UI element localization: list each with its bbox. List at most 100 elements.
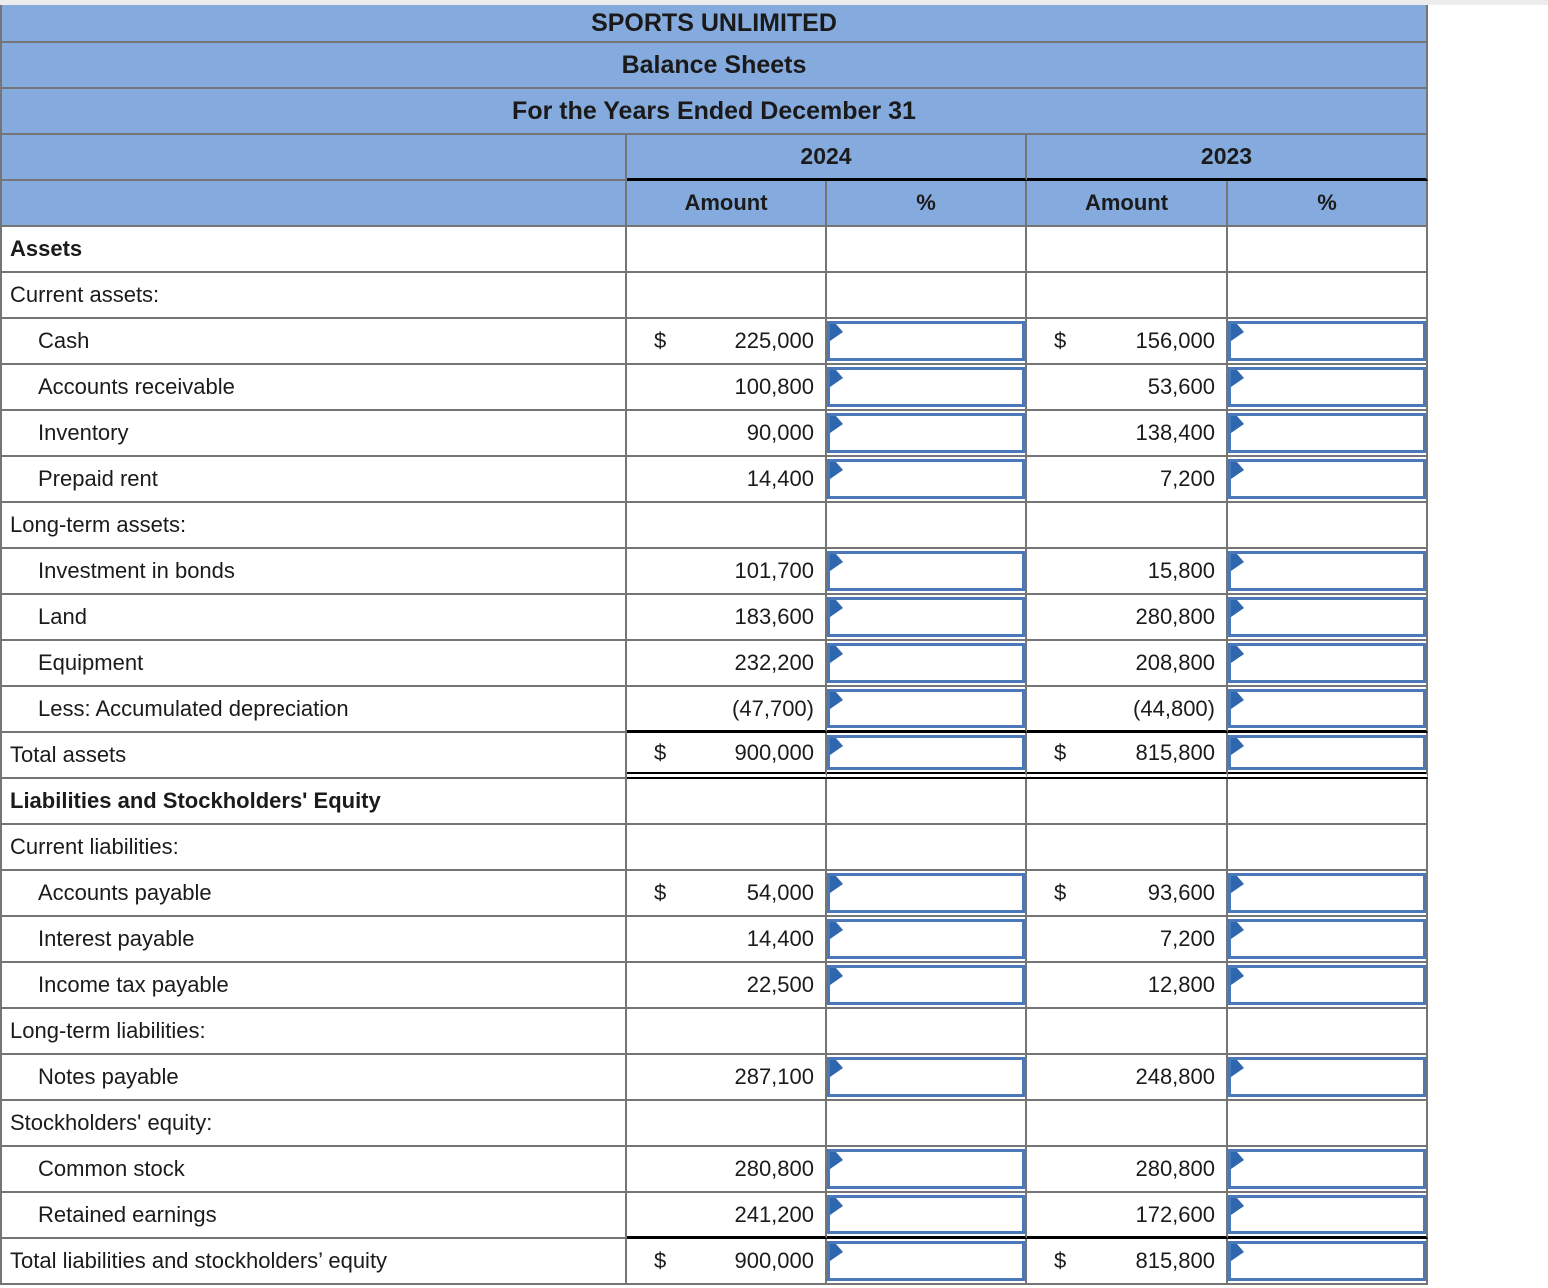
row-interest-payable: Interest payable 14,400 7,200 bbox=[0, 917, 1428, 963]
amount-cell-2024: 100,800 bbox=[627, 365, 827, 411]
percent-input-2023[interactable] bbox=[1228, 735, 1426, 770]
amount-value-2024: 22,500 bbox=[746, 972, 814, 997]
answer-flag-icon bbox=[830, 692, 843, 709]
percent-input-2024[interactable] bbox=[827, 551, 1025, 591]
percent-input-2023[interactable] bbox=[1228, 965, 1426, 1005]
percent-input-2023[interactable] bbox=[1228, 873, 1426, 913]
percent-cell-2024 bbox=[827, 687, 1027, 733]
table-body: Assets Current assets: Cash $225,000 $15… bbox=[0, 227, 1428, 1285]
row-label: Income tax payable bbox=[38, 972, 229, 997]
percent-input-2023[interactable] bbox=[1228, 919, 1426, 959]
amount-value-2024: 14,400 bbox=[746, 926, 814, 951]
percent-input-2024[interactable] bbox=[827, 1241, 1025, 1281]
percent-input-2023[interactable] bbox=[1228, 367, 1426, 407]
percent-cell-2024 bbox=[827, 273, 1027, 319]
row-label: Retained earnings bbox=[38, 1202, 217, 1227]
answer-flag-icon bbox=[830, 1198, 843, 1215]
amount-cell-2024: 232,200 bbox=[627, 641, 827, 687]
percent-cell-2024 bbox=[827, 963, 1027, 1009]
percent-input-2024[interactable] bbox=[827, 1195, 1025, 1234]
percent-cell-2023 bbox=[1228, 641, 1428, 687]
dollar-sign-2024: $ bbox=[654, 328, 667, 353]
amount-value-2023: 280,800 bbox=[1135, 1156, 1215, 1181]
percent-input-2024[interactable] bbox=[827, 643, 1025, 683]
percent-input-2024[interactable] bbox=[827, 919, 1025, 959]
answer-flag-icon bbox=[1231, 324, 1244, 341]
amount-cell-2024 bbox=[627, 779, 827, 825]
percent-cell-2024 bbox=[827, 733, 1027, 779]
percent-input-2023[interactable] bbox=[1228, 321, 1426, 361]
amount-cell-2024 bbox=[627, 273, 827, 319]
amount-cell-2023 bbox=[1027, 1101, 1228, 1147]
amount-cell-2023: 280,800 bbox=[1027, 595, 1228, 641]
column-header-percent-2023: % bbox=[1228, 181, 1428, 227]
amount-cell-2023: 12,800 bbox=[1027, 963, 1228, 1009]
amount-cell-2024: 90,000 bbox=[627, 411, 827, 457]
amount-cell-2023: 15,800 bbox=[1027, 549, 1228, 595]
percent-input-2024[interactable] bbox=[827, 597, 1025, 637]
row-less-accumulated-depreciation: Less: Accumulated depreciation (47,700) … bbox=[0, 687, 1428, 733]
percent-input-2023[interactable] bbox=[1228, 597, 1426, 637]
percent-input-2023[interactable] bbox=[1228, 689, 1426, 728]
row-land: Land 183,600 280,800 bbox=[0, 595, 1428, 641]
percent-input-2023[interactable] bbox=[1228, 1195, 1426, 1234]
row-label: Interest payable bbox=[38, 926, 195, 951]
answer-flag-icon bbox=[830, 1152, 843, 1169]
row-common-stock: Common stock 280,800 280,800 bbox=[0, 1147, 1428, 1193]
row-label: Land bbox=[38, 604, 87, 629]
amount-value-2023: 53,600 bbox=[1147, 374, 1215, 399]
percent-cell-2023 bbox=[1228, 733, 1428, 779]
percent-cell-2024 bbox=[827, 871, 1027, 917]
row-label: Total liabilities and stockholders’ equi… bbox=[10, 1248, 388, 1273]
percent-input-2023[interactable] bbox=[1228, 459, 1426, 499]
percent-input-2023[interactable] bbox=[1228, 413, 1426, 453]
answer-flag-icon bbox=[830, 876, 843, 893]
amount-value-2023: 248,800 bbox=[1135, 1064, 1215, 1089]
row-long-term-liabilities: Long-term liabilities: bbox=[0, 1009, 1428, 1055]
row-label: Liabilities and Stockholders' Equity bbox=[10, 788, 381, 813]
answer-flag-icon bbox=[830, 370, 843, 387]
column-header-spacer bbox=[0, 181, 627, 227]
amount-value-2023: 208,800 bbox=[1135, 650, 1215, 675]
percent-cell-2024 bbox=[827, 1009, 1027, 1055]
amount-cell-2024: 101,700 bbox=[627, 549, 827, 595]
percent-input-2023[interactable] bbox=[1228, 643, 1426, 683]
row-label: Prepaid rent bbox=[38, 466, 158, 491]
percent-cell-2024 bbox=[827, 1101, 1027, 1147]
answer-flag-icon bbox=[1231, 462, 1244, 479]
percent-input-2023[interactable] bbox=[1228, 1149, 1426, 1189]
row-income-tax-payable: Income tax payable 22,500 12,800 bbox=[0, 963, 1428, 1009]
row-label: Less: Accumulated depreciation bbox=[38, 696, 349, 721]
year-header-spacer bbox=[0, 135, 627, 181]
percent-input-2024[interactable] bbox=[827, 1149, 1025, 1189]
answer-flag-icon bbox=[830, 462, 843, 479]
percent-input-2024[interactable] bbox=[827, 873, 1025, 913]
percent-input-2023[interactable] bbox=[1228, 551, 1426, 591]
percent-input-2024[interactable] bbox=[827, 965, 1025, 1005]
percent-input-2024[interactable] bbox=[827, 413, 1025, 453]
percent-cell-2023 bbox=[1228, 825, 1428, 871]
percent-input-2024[interactable] bbox=[827, 459, 1025, 499]
amount-value-2023: 280,800 bbox=[1135, 604, 1215, 629]
percent-input-2024[interactable] bbox=[827, 321, 1025, 361]
amount-value-2023: 12,800 bbox=[1147, 972, 1215, 997]
answer-flag-icon bbox=[830, 738, 843, 755]
percent-cell-2023 bbox=[1228, 1147, 1428, 1193]
row-liabilities-and-stockholders-equity: Liabilities and Stockholders' Equity bbox=[0, 779, 1428, 825]
percent-input-2024[interactable] bbox=[827, 367, 1025, 407]
row-label: Cash bbox=[38, 328, 90, 353]
amount-cell-2024: 14,400 bbox=[627, 457, 827, 503]
amount-cell-2024 bbox=[627, 1101, 827, 1147]
column-header-row: Amount % Amount % bbox=[0, 181, 1428, 227]
percent-input-2023[interactable] bbox=[1228, 1057, 1426, 1097]
dollar-sign-2023: $ bbox=[1054, 739, 1067, 765]
amount-value-2023: 156,000 bbox=[1135, 328, 1215, 353]
percent-input-2024[interactable] bbox=[827, 689, 1025, 728]
row-notes-payable: Notes payable 287,100 248,800 bbox=[0, 1055, 1428, 1101]
percent-input-2024[interactable] bbox=[827, 1057, 1025, 1097]
percent-input-2023[interactable] bbox=[1228, 1241, 1426, 1281]
percent-input-2024[interactable] bbox=[827, 735, 1025, 770]
amount-value-2023: 172,600 bbox=[1135, 1201, 1215, 1227]
amount-cell-2023: 208,800 bbox=[1027, 641, 1228, 687]
percent-cell-2024 bbox=[827, 825, 1027, 871]
